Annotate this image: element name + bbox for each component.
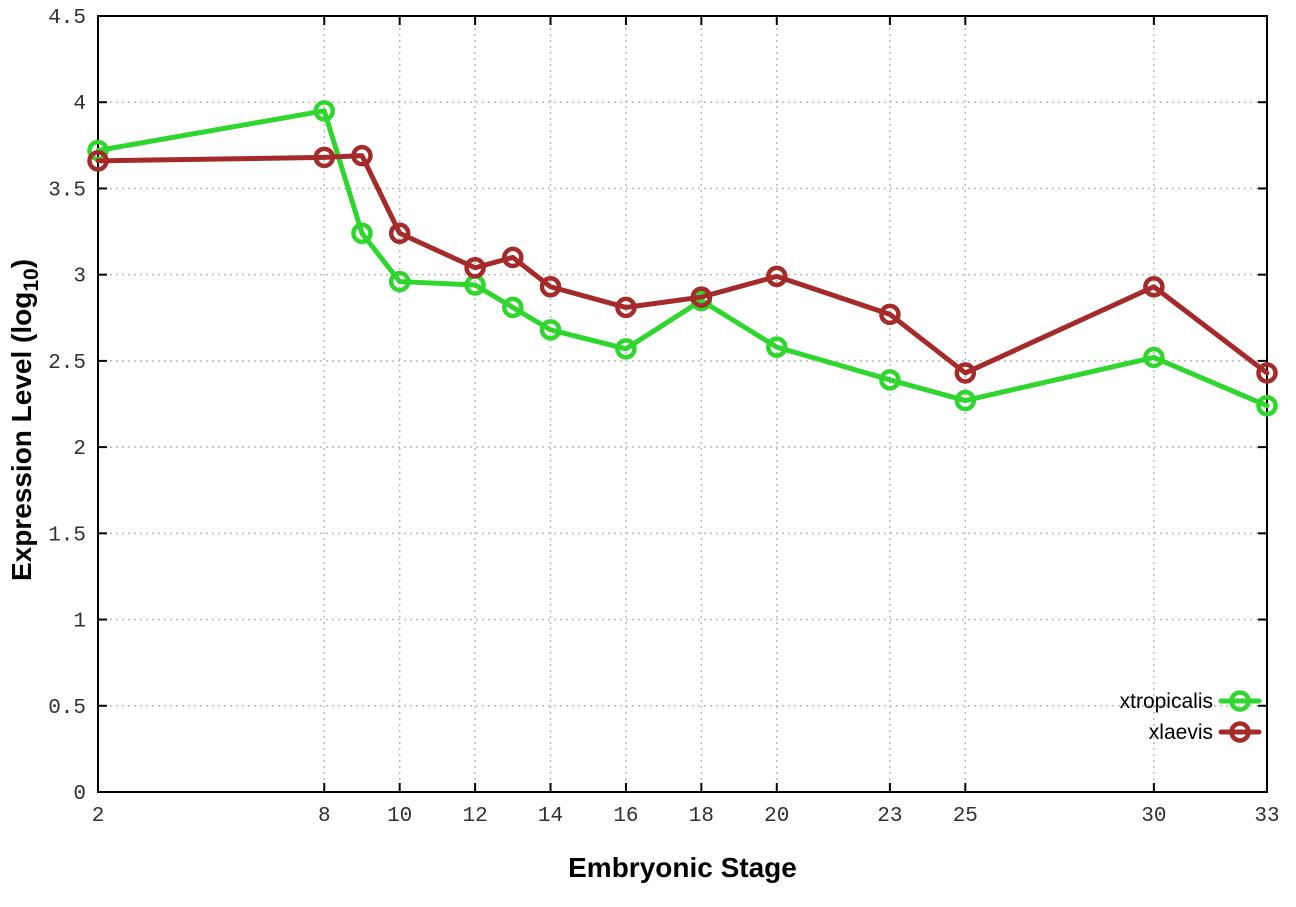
series-xlaevis-marker [1143, 275, 1165, 298]
legend-label-xlaevis: xlaevis [1149, 721, 1213, 744]
x-tick-label: 10 [387, 805, 412, 828]
x-tick-label: 18 [689, 805, 714, 828]
series-xlaevis-marker [879, 303, 901, 326]
x-tick-label: 33 [1254, 805, 1279, 828]
x-tick-label: 30 [1141, 805, 1166, 828]
y-tick-label: 4 [73, 93, 86, 116]
x-tick-label: 20 [764, 805, 789, 828]
series-xtropicalis-marker [388, 270, 411, 293]
series-xtropicalis-marker [313, 100, 336, 122]
series-xtropicalis-marker [615, 338, 637, 360]
series-xlaevis-marker [766, 265, 788, 288]
series-xlaevis-marker [954, 362, 977, 384]
series-xlaevis-marker [539, 275, 562, 298]
x-tick-label: 2 [92, 805, 105, 828]
x-axis-title: Embryonic Stage [568, 852, 797, 883]
y-tick-label: 1 [73, 611, 86, 634]
series-xtropicalis-marker [539, 319, 562, 341]
x-tick-label: 14 [538, 805, 563, 828]
series-xtropicalis-marker [766, 336, 788, 358]
y-tick-label: 4.5 [48, 7, 86, 30]
y-tick-label: 0 [73, 783, 86, 806]
series-xlaevis-marker [313, 146, 336, 169]
series-xlaevis-marker [351, 144, 373, 167]
legend-label-xtropicalis: xtropicalis [1120, 690, 1213, 713]
series-xtropicalis-marker [954, 389, 977, 412]
series-xlaevis-marker [502, 246, 524, 269]
y-tick-label: 2 [73, 438, 86, 461]
x-tick-label: 16 [613, 805, 638, 828]
series-xlaevis-marker [464, 257, 486, 279]
x-tick-label: 25 [953, 805, 978, 828]
x-tick-label: 23 [877, 805, 902, 828]
series-xlaevis-line [95, 153, 1270, 376]
y-tick-label: 1.5 [48, 524, 86, 547]
series-xlaevis-marker [388, 222, 411, 245]
series-xlaevis-marker [615, 296, 637, 319]
series-xtropicalis-marker [1143, 346, 1165, 369]
y-tick-label: 3.5 [48, 179, 86, 202]
y-tick-label: 0.5 [48, 697, 86, 720]
y-tick-label: 2.5 [48, 352, 86, 375]
legend-sample-marker-xtropicalis [1229, 690, 1251, 712]
series-xlaevis-marker [87, 150, 109, 172]
y-tick-label: 3 [73, 266, 86, 289]
y-axis-title: Expression Level (log10) [6, 259, 43, 581]
series-xtropicalis-marker [502, 296, 524, 319]
series-xlaevis-marker [1256, 362, 1278, 384]
series-xtropicalis-marker [351, 222, 373, 245]
series-xlaevis-marker [690, 286, 713, 308]
x-tick-label: 12 [462, 805, 487, 828]
plot-border [97, 15, 1268, 793]
series-xtropicalis-marker [1256, 394, 1278, 417]
legend-sample-marker-xlaevis [1229, 721, 1251, 743]
series-xtropicalis-marker [879, 369, 901, 391]
x-tick-label: 8 [318, 805, 331, 828]
